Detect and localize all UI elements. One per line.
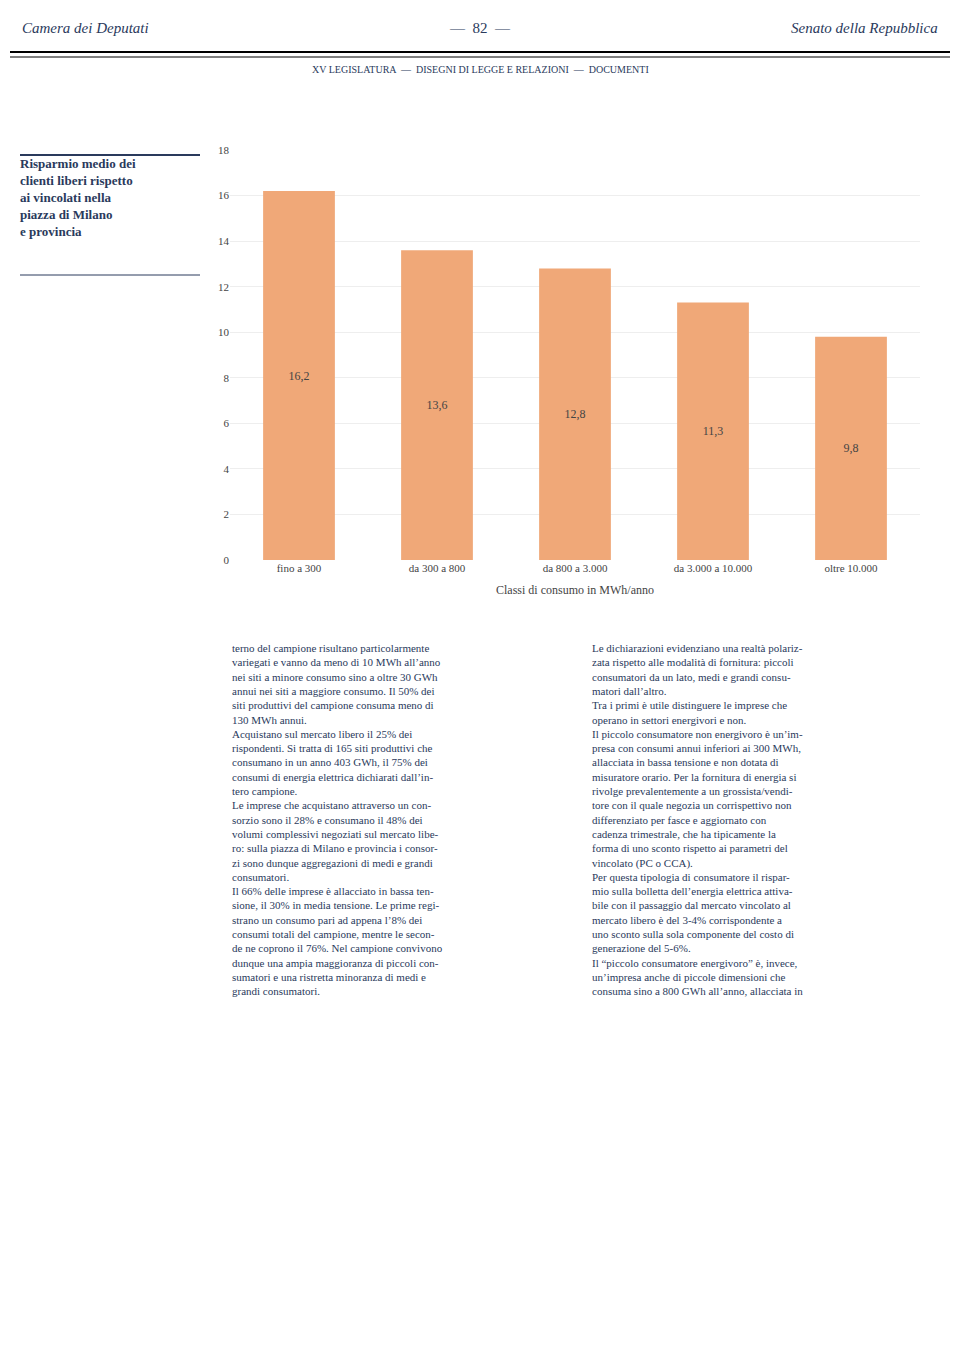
svg-text:12: 12 [218,281,229,293]
svg-text:11,3: 11,3 [703,424,724,438]
svg-text:fino a 300: fino a 300 [277,562,322,574]
svg-text:8: 8 [224,372,230,384]
svg-text:da 800 a 3.000: da 800 a 3.000 [543,562,608,574]
svg-text:4: 4 [224,463,230,475]
svg-text:da 300 a 800: da 300 a 800 [409,562,466,574]
svg-text:da 3.000 a 10.000: da 3.000 a 10.000 [674,562,753,574]
svg-text:2: 2 [224,508,230,520]
svg-text:16: 16 [218,189,230,201]
svg-text:0: 0 [224,554,230,566]
svg-text:XV LEGISLATURA — DISEGNI DI: XV LEGISLATURA — DISEGNI DI LEGGE E RELA… [312,64,649,75]
svg-text:18: 18 [218,144,230,156]
svg-text:12,8: 12,8 [565,407,586,421]
svg-text:Risparmio medio deiclienti lib: Risparmio medio deiclienti liberi rispet… [20,156,136,239]
svg-text:— 82 —: — 82 — [449,20,511,36]
svg-text:Senato della Repubblica: Senato della Repubblica [791,20,938,36]
svg-text:13,6: 13,6 [427,398,448,412]
svg-text:Camera dei Deputati: Camera dei Deputati [22,20,149,36]
svg-text:oltre 10.000: oltre 10.000 [824,562,878,574]
svg-text:terno del campione risultano p: terno del campione risultano particolarm… [232,642,443,997]
svg-text:6: 6 [224,417,230,429]
svg-text:14: 14 [218,235,230,247]
svg-text:Classi di consumo in MWh/anno: Classi di consumo in MWh/anno [496,583,654,597]
svg-text:9,8: 9,8 [844,441,859,455]
svg-text:16,2: 16,2 [289,369,310,383]
svg-text:Le dichiarazioni evidenziano u: Le dichiarazioni evidenziano una realtà … [592,642,803,997]
svg-text:10: 10 [218,326,230,338]
